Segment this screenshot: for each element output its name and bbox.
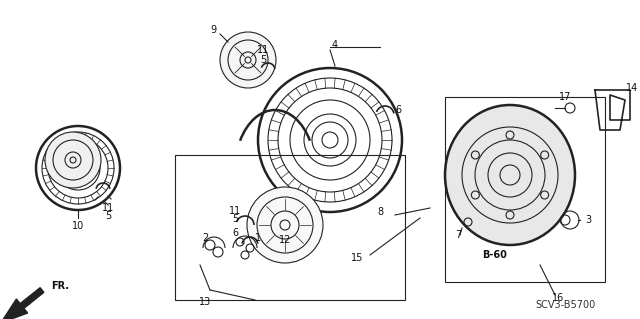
Circle shape [247,187,323,263]
Ellipse shape [445,105,575,245]
Bar [445,97,605,282]
Text: 2: 2 [202,233,208,243]
Text: 15: 15 [351,253,363,263]
Text: 11: 11 [102,203,114,213]
Text: 9: 9 [210,25,216,35]
Text: 7: 7 [455,230,461,240]
Text: 12: 12 [279,235,291,245]
Text: 13: 13 [199,297,211,307]
Circle shape [45,132,101,188]
Text: 1: 1 [255,233,261,243]
Text: 11: 11 [229,206,241,216]
Text: 14: 14 [626,83,638,93]
Text: FR.: FR. [51,281,69,291]
FancyArrow shape [1,288,44,319]
Text: 17: 17 [559,92,571,102]
Circle shape [220,32,276,88]
Text: 6: 6 [232,228,238,238]
Text: B-60: B-60 [483,250,508,260]
Text: 4: 4 [332,40,338,50]
Text: 11: 11 [257,45,269,55]
Text: 8: 8 [377,207,383,217]
Text: 10: 10 [72,221,84,231]
Text: 16: 16 [552,293,564,303]
Text: 5: 5 [105,211,111,221]
Text: SCV3-B5700: SCV3-B5700 [535,300,595,310]
Text: 6: 6 [395,105,401,115]
Text: 5: 5 [260,55,266,65]
Text: 3: 3 [585,215,591,225]
Text: 5: 5 [232,214,238,224]
Bar [175,155,405,300]
